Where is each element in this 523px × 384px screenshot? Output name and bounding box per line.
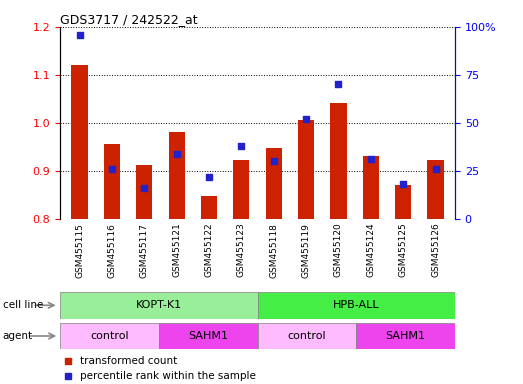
Text: GSM455118: GSM455118 <box>269 223 278 278</box>
Text: GSM455125: GSM455125 <box>399 223 408 278</box>
Bar <box>298 121 314 219</box>
Text: GSM455121: GSM455121 <box>172 223 181 278</box>
Text: HPB-ALL: HPB-ALL <box>333 300 380 310</box>
Text: control: control <box>90 331 129 341</box>
Point <box>237 143 246 149</box>
Bar <box>257 323 356 349</box>
Bar <box>159 323 257 349</box>
Point <box>75 31 84 38</box>
Point <box>173 151 181 157</box>
Bar <box>257 292 455 319</box>
Point <box>108 166 116 172</box>
Text: cell line: cell line <box>3 300 43 310</box>
Bar <box>356 323 455 349</box>
Text: GDS3717 / 242522_at: GDS3717 / 242522_at <box>60 13 198 26</box>
Bar <box>60 292 257 319</box>
Point <box>334 81 343 88</box>
Point <box>399 181 407 187</box>
Bar <box>104 144 120 219</box>
Bar <box>168 132 185 219</box>
Bar <box>427 161 444 219</box>
Point <box>269 158 278 164</box>
Text: KOPT-K1: KOPT-K1 <box>136 300 182 310</box>
Bar <box>72 65 88 219</box>
Point <box>205 174 213 180</box>
Bar <box>233 161 249 219</box>
Bar <box>395 185 411 219</box>
Text: control: control <box>288 331 326 341</box>
Bar <box>136 165 152 219</box>
Text: GSM455120: GSM455120 <box>334 223 343 278</box>
Text: SAHM1: SAHM1 <box>188 331 228 341</box>
Text: SAHM1: SAHM1 <box>385 331 426 341</box>
Text: transformed count: transformed count <box>80 356 177 366</box>
Text: GSM455117: GSM455117 <box>140 223 149 278</box>
Bar <box>363 156 379 219</box>
Bar <box>60 323 159 349</box>
Text: GSM455123: GSM455123 <box>237 223 246 278</box>
Point <box>367 156 375 162</box>
Point <box>302 116 310 122</box>
Bar <box>331 103 347 219</box>
Text: GSM455122: GSM455122 <box>204 223 213 277</box>
Text: GSM455115: GSM455115 <box>75 223 84 278</box>
Text: percentile rank within the sample: percentile rank within the sample <box>80 371 256 381</box>
Point <box>140 185 149 191</box>
Bar <box>201 196 217 219</box>
Bar <box>266 148 282 219</box>
Point <box>431 166 440 172</box>
Text: agent: agent <box>3 331 33 341</box>
Text: GSM455126: GSM455126 <box>431 223 440 278</box>
Text: GSM455119: GSM455119 <box>302 223 311 278</box>
Text: GSM455124: GSM455124 <box>366 223 376 277</box>
Text: GSM455116: GSM455116 <box>107 223 117 278</box>
